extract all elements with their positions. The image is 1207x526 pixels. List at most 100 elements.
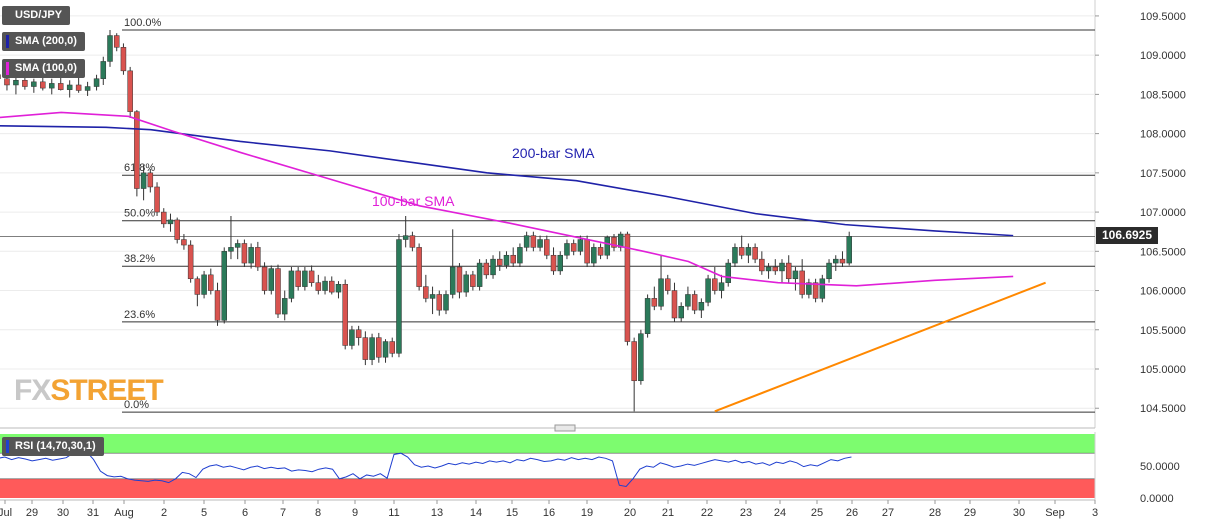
candle-body [93, 78, 100, 87]
candle-body [826, 262, 832, 280]
time-tick-label: Sep [1045, 507, 1065, 519]
candle-body [523, 235, 530, 248]
legend-sma100[interactable]: SMA (100,0) [2, 59, 85, 78]
candle-body [275, 268, 281, 315]
candle-body [268, 268, 275, 291]
sma-lines [0, 111, 1014, 287]
candle-body [463, 274, 469, 293]
time-tick-label: 31 [87, 507, 99, 519]
candle-body [846, 236, 852, 264]
candle-body [624, 233, 631, 342]
fibonacci-levels: 100.0% 61.8% 50.0% 38.2% 23.6% 0.0% [0, 17, 1095, 413]
legend-rsi[interactable]: RSI (14,70,30,1) [2, 437, 104, 456]
price-tick-label: 109.5000 [1140, 11, 1186, 23]
time-tick-label: 24 [774, 507, 786, 519]
price-tick-label: 108.0000 [1140, 129, 1186, 141]
candle-body [22, 80, 28, 87]
candle-body [779, 262, 785, 272]
price-gridlines [0, 15, 1095, 409]
candle-body [785, 262, 792, 280]
candle-body [671, 290, 678, 319]
candle-body [84, 86, 91, 91]
annotation-sma100: 100-bar SMA [372, 193, 455, 209]
price-tick-label: 105.0000 [1140, 364, 1186, 376]
candle-body [248, 247, 254, 264]
candle-body [544, 239, 550, 256]
time-tick-label: 21 [662, 507, 674, 519]
time-tick-label: 14 [470, 507, 482, 519]
fib-label: 100.0% [124, 17, 162, 29]
candle-body [631, 341, 637, 382]
price-tick-label: 107.0000 [1140, 207, 1186, 219]
candle-body [382, 341, 389, 358]
chart-annotations: 200-bar SMA 100-bar SMA [372, 145, 595, 209]
candle-body [49, 83, 55, 89]
time-tick-label: 5 [201, 507, 207, 519]
price-axis-labels: 109.5000 109.0000 108.5000 108.0000 107.5000… [1095, 11, 1186, 415]
candle-body [685, 294, 691, 307]
candle-body [577, 239, 584, 252]
candle-body [638, 333, 644, 382]
fib-label: 23.6% [124, 309, 155, 321]
candle-body [40, 81, 46, 89]
pane-resize-handle[interactable] [554, 424, 576, 432]
legend-rsi-label: RSI (14,70,30,1) [15, 440, 96, 452]
candle-body [476, 262, 483, 287]
candle-body [120, 47, 127, 72]
brand-fx: FX [14, 374, 51, 407]
support-trendline [714, 281, 1046, 413]
price-tick-label: 105.5000 [1140, 325, 1186, 337]
time-tick-label: 20 [624, 507, 636, 519]
candle-body [812, 282, 819, 299]
candle-body [839, 258, 846, 264]
fib-label: 38.2% [124, 253, 155, 265]
candle-body [564, 243, 570, 256]
time-tick-label: 19 [581, 507, 593, 519]
legend-sma200[interactable]: SMA (200,0) [2, 32, 85, 51]
sma100-line [0, 111, 1014, 287]
candle-body [436, 294, 443, 311]
candle-body [732, 247, 738, 264]
candle-body [208, 274, 214, 291]
candle-body [423, 286, 429, 299]
candle-body [557, 254, 563, 272]
time-tick-label: 6 [242, 507, 248, 519]
time-tick-label: 11 [388, 507, 399, 519]
candle-body [604, 236, 611, 256]
legend-symbol[interactable]: USD/JPY [2, 6, 71, 25]
candle-body [591, 247, 597, 264]
candle-body [241, 243, 248, 264]
candle-body [698, 302, 705, 311]
candle-body [194, 278, 201, 295]
candle-body [665, 278, 671, 291]
time-tick-label: 22 [701, 507, 713, 519]
candle-body [167, 219, 174, 225]
legend-symbol-label: USD/JPY [15, 9, 63, 21]
candle-body [308, 270, 315, 283]
rsi-tick-label: 50.0000 [1140, 461, 1180, 473]
time-tick-label: 26 [846, 507, 858, 519]
candle-body [389, 341, 395, 354]
candle-body [819, 278, 826, 299]
price-tick-label: 107.5000 [1140, 168, 1186, 180]
legend-sma200-swatch [6, 35, 9, 48]
candle-body [651, 298, 658, 307]
candle-body [187, 244, 194, 280]
price-pane-bg [0, 0, 1095, 428]
candle-body [288, 270, 295, 299]
legend-sma100-label: SMA (100,0) [15, 62, 77, 74]
candle-body [161, 211, 167, 225]
candle-body [497, 258, 503, 266]
time-tick-label: 23 [740, 507, 752, 519]
candle-body [449, 266, 456, 295]
candle-body [234, 243, 241, 248]
candle-body [4, 78, 10, 86]
candle-body [691, 294, 698, 311]
candle-body [228, 247, 234, 252]
candle-body [738, 247, 745, 256]
candle-body [329, 280, 335, 293]
candle-body [147, 172, 154, 188]
candle-body [57, 83, 64, 90]
time-tick-label: 2 [161, 507, 167, 519]
time-tick-label: 29 [964, 507, 976, 519]
